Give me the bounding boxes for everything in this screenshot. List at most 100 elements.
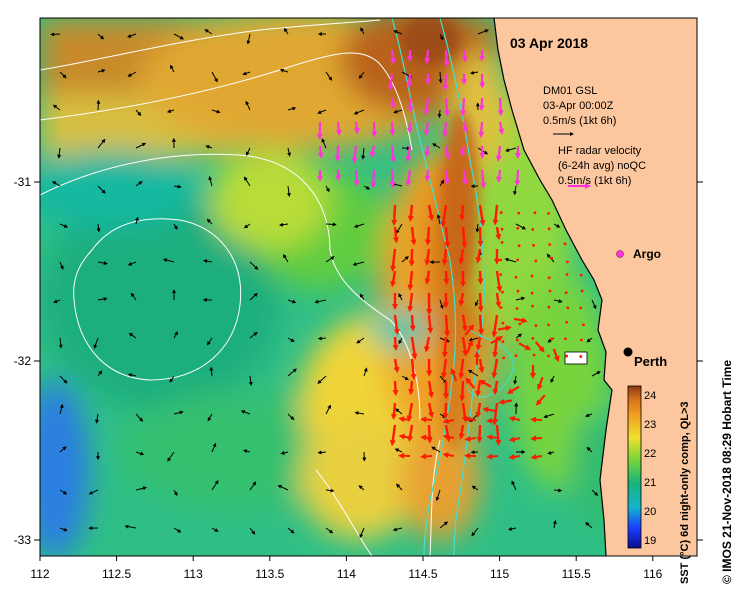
model-velocity-vector: [135, 142, 147, 149]
hf-radar-velocity-vector: [477, 270, 484, 285]
model-velocity-vector: [359, 293, 365, 301]
model-velocity-vectors: [50, 27, 601, 539]
model-velocity-vector: [52, 181, 61, 187]
model-velocity-vector: [249, 527, 256, 535]
hf-radar-velocity-vector: [407, 292, 414, 313]
hf-radar-velocity-vector: [442, 433, 455, 440]
hf-radar-low-speed-point: [563, 242, 567, 246]
model-velocity-vector: [52, 104, 61, 111]
model-velocity-vector: [585, 413, 593, 418]
hf-radar-low-speed-point: [534, 259, 538, 263]
hf-radar-low-speed-point: [516, 258, 520, 262]
hf-radar-velocity-vector: [478, 204, 486, 227]
model-velocity-vector: [134, 216, 139, 225]
model-velocity-vector: [59, 375, 68, 384]
model-velocity-vector: [474, 299, 479, 307]
hf-radar-low-speed-point: [548, 243, 552, 246]
hf-radar-velocity-vector: [442, 402, 449, 420]
hf-radar-low-speed-point: [565, 354, 569, 358]
glider-velocity-vector: [461, 49, 468, 63]
model-velocity-vector: [97, 138, 106, 149]
model-velocity-vector: [325, 71, 333, 81]
hf-radar-velocity-vector: [440, 204, 448, 228]
hf-radar-low-speed-point: [580, 289, 584, 293]
hf-radar-velocity-vector: [408, 380, 415, 396]
model-velocity-vector: [135, 413, 144, 422]
hf-radar-velocity-vector: [458, 292, 465, 307]
hf-radar-velocity-vector: [424, 248, 431, 266]
model-velocity-vector: [287, 106, 297, 111]
model-velocity-vector: [208, 175, 213, 187]
hf-radar-velocity-vector: [478, 314, 485, 336]
hf-radar-velocity-vector: [398, 416, 411, 423]
hf-radar-low-speed-point: [579, 355, 583, 358]
isobath-west: [40, 153, 421, 421]
x-tick-label: 113: [184, 567, 203, 581]
model-velocity-vector: [211, 109, 221, 114]
hf-radar-velocity-vector: [392, 226, 399, 244]
model-velocity-vector: [591, 371, 601, 377]
hf-radar-velocity-vector: [427, 402, 434, 419]
hf-radar-velocity-vector: [534, 341, 545, 353]
hf-radar-low-speed-point: [547, 276, 551, 280]
model-velocity-vector: [287, 147, 292, 157]
isobath-south: [315, 439, 441, 556]
hf-radar-velocity-vector: [537, 376, 544, 391]
model-velocity-vector: [249, 292, 258, 301]
glider-velocity-vector: [389, 121, 396, 136]
hf-radar-velocity-vector: [389, 424, 397, 447]
hf-radar-velocity-vector: [443, 270, 450, 285]
model-velocity-vector: [401, 256, 409, 263]
glider-velocity-vector: [443, 169, 450, 186]
model-velocity-vector: [504, 257, 517, 263]
rottnest-island: [564, 351, 588, 365]
model-velocity-vector: [515, 333, 523, 339]
model-velocity-vector: [127, 33, 137, 38]
model-velocity-vector: [317, 109, 327, 114]
glider-velocity-vector: [442, 73, 449, 91]
model-velocity-vector: [317, 450, 327, 455]
perth-marker[interactable]: [623, 347, 633, 357]
glider-velocity-vector: [460, 97, 467, 117]
model-velocity-vector: [135, 451, 145, 456]
hf-radar-velocity-vector: [444, 314, 451, 338]
hf-radar-low-speed-point: [579, 273, 583, 277]
hf-radar-velocity-vector: [409, 314, 416, 332]
model-velocity-vector: [392, 527, 403, 532]
model-velocity-vector: [591, 299, 597, 310]
x-tick-label: 116: [643, 567, 662, 581]
argo-float-marker[interactable]: [616, 250, 624, 258]
hf-radar-velocity-vectors: [389, 204, 560, 460]
model-velocity-vector: [354, 411, 365, 416]
plot-frame: [39, 17, 698, 557]
model-velocity-vector: [167, 451, 175, 462]
y-tick-label: -33: [14, 533, 32, 547]
hf-radar-velocity-vector: [464, 435, 477, 442]
hf-radar-velocity-vector: [497, 325, 512, 332]
model-velocity-vector: [511, 480, 517, 491]
model-velocity-vector: [359, 527, 365, 539]
hf-radar-low-speed-point: [517, 244, 521, 248]
model-velocity-vector: [169, 375, 175, 383]
model-velocity-vector: [242, 71, 251, 76]
model-velocity-vector: [127, 261, 137, 266]
perth-label: Perth: [634, 354, 667, 369]
hf-legend-avg: (6-24h avg) noQC: [558, 160, 646, 172]
hf-radar-low-speed-point: [534, 324, 538, 328]
hf-radar-low-speed-point: [566, 306, 570, 310]
colorbar-tick: 24: [644, 390, 656, 402]
model-velocity-vector: [93, 337, 99, 349]
glider-velocity-vector: [498, 121, 505, 135]
y-axis: -31 -32 -33: [14, 175, 703, 547]
model-velocity-vector: [358, 485, 365, 491]
glider-velocity-vector: [497, 97, 504, 117]
hf-radar-velocity-vector: [508, 415, 521, 422]
model-velocity-vector: [436, 214, 441, 225]
glider-legend-title: DM01 GSL: [543, 85, 597, 97]
model-velocity-vector: [287, 299, 297, 304]
model-velocity-vector: [395, 223, 403, 234]
model-velocity-vector: [507, 526, 517, 531]
model-velocity-vector: [353, 109, 365, 115]
glider-velocity-vector: [387, 73, 394, 92]
model-velocity-vector: [591, 489, 599, 496]
